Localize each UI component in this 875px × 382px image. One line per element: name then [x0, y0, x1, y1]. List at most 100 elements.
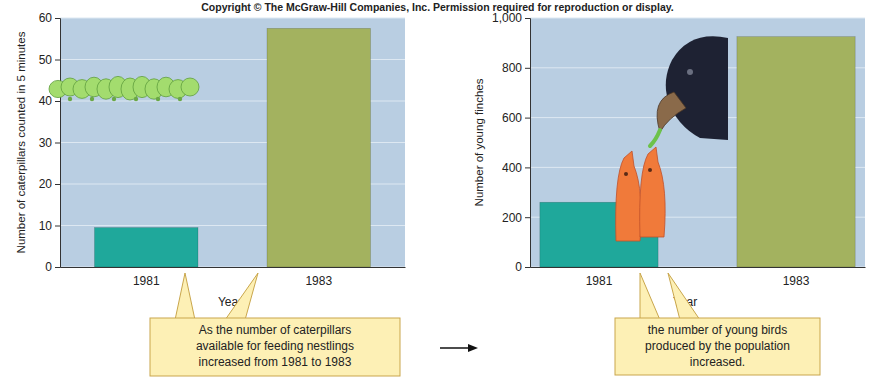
- y-tick-mark: [55, 143, 60, 144]
- y-tick-mark: [525, 217, 530, 218]
- callout-box: [615, 318, 820, 375]
- y-axis-title: Number of young finches: [473, 78, 485, 206]
- callout-pointer: [640, 273, 660, 320]
- chick-eye: [624, 172, 628, 176]
- y-tick: 400: [502, 161, 530, 175]
- arrow-head: [468, 344, 478, 352]
- chick-eye: [648, 168, 652, 172]
- bar: [267, 28, 371, 267]
- y-tick: 200: [502, 211, 530, 225]
- finch-head: [666, 36, 728, 140]
- y-tick: 50: [39, 53, 60, 67]
- caterpillar-leg: [134, 97, 138, 101]
- x-tick-label: 1983: [783, 274, 810, 288]
- y-tick-label: 50: [39, 53, 53, 67]
- y-tick-label: 10: [39, 219, 53, 233]
- x-axis-line: [531, 267, 866, 268]
- y-axis: 0 10 20 30 40 50 60: [39, 11, 61, 274]
- y-tick-label: 1,000: [492, 11, 522, 25]
- y-tick-label: 0: [45, 260, 52, 274]
- callout-text: As the number of caterpillars: [199, 323, 352, 337]
- plot-background: [60, 18, 405, 267]
- x-axis: 1981 1983: [531, 268, 866, 288]
- chart: 02004006008001,00019811983YearNumber of …: [473, 11, 865, 375]
- y-tick-mark: [525, 68, 530, 69]
- caterpillar-segment: [181, 78, 199, 96]
- x-axis: 1981 1983: [61, 268, 406, 288]
- finch-eye: [687, 69, 693, 75]
- x-tick-label: 1981: [133, 274, 160, 288]
- callout: the number of young birds produced by the…: [615, 273, 820, 375]
- x-tick: 1983: [305, 274, 332, 288]
- y-tick: 600: [502, 111, 530, 125]
- y-tick-label: 600: [502, 111, 522, 125]
- y-tick-label: 60: [39, 11, 53, 25]
- callout-box: [150, 318, 400, 376]
- x-tick: 1981: [133, 274, 160, 288]
- y-tick-label: 400: [502, 161, 522, 175]
- callout-text: the number of young birds: [648, 323, 787, 337]
- y-tick: 20: [39, 177, 60, 191]
- x-tick-label: 1981: [586, 274, 613, 288]
- y-axis-title: Number of caterpillars counted in 5 minu…: [15, 31, 27, 253]
- y-tick-label: 800: [502, 61, 522, 75]
- x-tick: 1983: [783, 274, 810, 288]
- y-tick-mark: [525, 118, 530, 119]
- bar: [737, 37, 855, 267]
- grid: [60, 18, 405, 267]
- y-tick-mark: [55, 101, 60, 102]
- y-axis: 0 200 400 600 800 1,000: [492, 11, 531, 274]
- y-tick-label: 200: [502, 211, 522, 225]
- x-tick-label: 1983: [305, 274, 332, 288]
- y-tick: 30: [39, 136, 60, 150]
- y-tick-label: 30: [39, 136, 53, 150]
- arrow-shaft: [440, 347, 470, 349]
- callout: As the number of caterpillars available f…: [150, 273, 400, 376]
- y-axis-line: [55, 19, 61, 268]
- y-tick-label: 40: [39, 94, 53, 108]
- grid: [530, 18, 865, 267]
- y-tick: 10: [39, 219, 60, 233]
- bars: [540, 37, 855, 267]
- y-tick-mark: [55, 226, 60, 227]
- chicks: [616, 147, 665, 241]
- bars: [95, 28, 371, 267]
- y-tick-label: 0: [515, 260, 522, 274]
- finch-food: [650, 130, 660, 146]
- chick: [616, 151, 641, 241]
- callout-pointer: [668, 273, 700, 320]
- callout-pointer: [225, 273, 258, 320]
- plot-background: [530, 18, 865, 267]
- caterpillar-leg: [68, 97, 72, 101]
- callout-pointer: [175, 273, 195, 320]
- y-tick: 0: [45, 260, 60, 274]
- callout-text: increased.: [690, 355, 745, 369]
- y-tick-mark: [525, 167, 530, 168]
- y-tick: 60: [39, 11, 60, 25]
- arrow: [440, 344, 478, 352]
- x-tick: 1981: [586, 274, 613, 288]
- chart: 010203040506019811983YearNumber of cater…: [15, 11, 405, 376]
- y-tick-mark: [525, 267, 530, 268]
- y-tick-mark: [55, 60, 60, 61]
- y-tick-mark: [55, 18, 60, 19]
- y-tick-label: 20: [39, 177, 53, 191]
- y-axis-line: [525, 19, 531, 268]
- chick: [640, 147, 665, 237]
- caterpillar: [49, 76, 199, 101]
- caterpillar-leg: [156, 97, 160, 101]
- y-tick-mark: [525, 18, 530, 19]
- figure-svg: Copyright © The McGraw-Hill Companies, I…: [0, 0, 875, 382]
- caterpillar-leg: [112, 97, 116, 101]
- callout-text: increased from 1981 to 1983: [199, 355, 352, 369]
- y-tick: 0: [515, 260, 530, 274]
- y-tick: 800: [502, 61, 530, 75]
- copyright: Copyright © The McGraw-Hill Companies, I…: [201, 1, 674, 13]
- y-tick: 1,000: [492, 11, 530, 25]
- figure: Copyright © The McGraw-Hill Companies, I…: [0, 0, 875, 382]
- y-tick-mark: [55, 267, 60, 268]
- callout-text: available for feeding nestlings: [196, 339, 354, 353]
- grid-line: [530, 18, 865, 19]
- finch: [650, 36, 728, 146]
- callout-text: produced by the population: [645, 339, 790, 353]
